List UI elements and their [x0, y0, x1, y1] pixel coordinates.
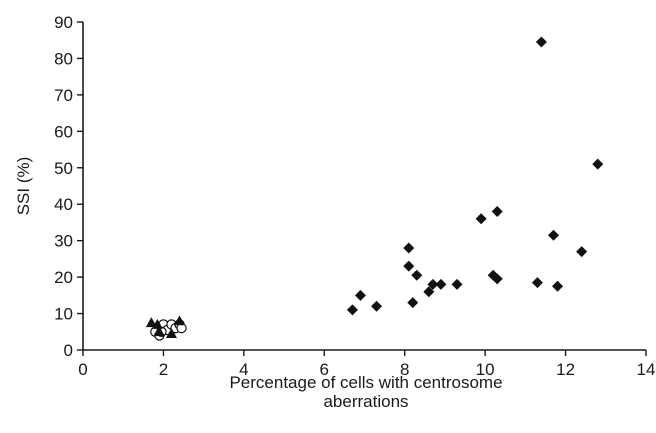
- data-point-diamond: [403, 260, 415, 272]
- data-point-diamond: [427, 278, 439, 290]
- data-point-diamond: [535, 36, 547, 48]
- data-point-diamond: [403, 242, 415, 254]
- x-axis-title-line2: aberrations: [323, 392, 408, 411]
- y-tick-label: 20: [54, 268, 73, 287]
- x-tick-label: 10: [476, 360, 495, 379]
- x-axis-title: Percentage of cells with centrosome: [229, 373, 502, 392]
- y-tick-label: 90: [54, 13, 73, 32]
- x-tick-label: 0: [78, 360, 87, 379]
- y-tick-label: 0: [64, 341, 73, 360]
- data-point-diamond: [552, 280, 564, 292]
- x-tick-label: 6: [320, 360, 329, 379]
- x-tick-label: 4: [239, 360, 248, 379]
- y-tick-label: 70: [54, 86, 73, 105]
- data-point-diamond: [407, 297, 419, 309]
- data-point-diamond: [592, 158, 604, 170]
- y-tick-label: 80: [54, 49, 73, 68]
- data-point-diamond: [371, 300, 383, 312]
- data-point-diamond: [491, 273, 503, 285]
- data-point-diamond: [411, 269, 423, 281]
- x-tick-label: 12: [556, 360, 575, 379]
- y-tick-label: 10: [54, 305, 73, 324]
- data-point-diamond: [354, 289, 366, 301]
- data-point-diamond: [435, 278, 447, 290]
- data-point-diamond: [423, 286, 435, 298]
- data-point-diamond: [531, 277, 543, 289]
- data-point-triangle: [151, 318, 163, 329]
- data-point-diamond: [475, 213, 487, 225]
- y-axis-title: SSI (%): [14, 157, 33, 216]
- data-point-diamond: [576, 246, 588, 258]
- x-tick-label: 8: [400, 360, 409, 379]
- data-point-diamond: [491, 206, 503, 218]
- y-tick-label: 30: [54, 232, 73, 251]
- y-tick-label: 40: [54, 195, 73, 214]
- data-point-triangle: [145, 317, 157, 328]
- y-tick-label: 50: [54, 159, 73, 178]
- data-point-triangle: [165, 328, 177, 338]
- plot-area: 0 10 20 30 40 50 60 70 80 90 0 2 4 6 8 10 12 14: [54, 13, 655, 379]
- data-point-triangle: [174, 315, 186, 326]
- data-point-triangle: [153, 326, 165, 337]
- x-tick-label: 2: [159, 360, 168, 379]
- data-point-diamond: [548, 229, 560, 241]
- data-point-diamond: [346, 304, 358, 316]
- data-point-diamond: [451, 278, 463, 290]
- y-tick-label: 60: [54, 122, 73, 141]
- x-tick-label: 14: [637, 360, 656, 379]
